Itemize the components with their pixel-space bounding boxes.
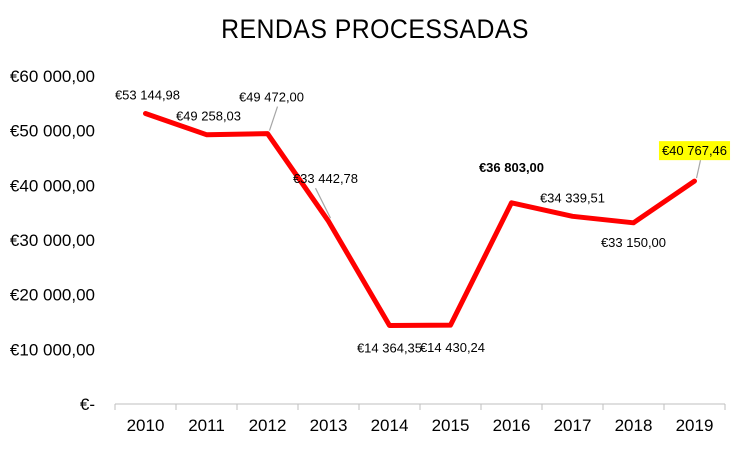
data-label: €53 144,98 [115,87,180,102]
y-tick-label: €30 000,00 [10,231,95,250]
data-label: €49 472,00 [239,90,304,105]
x-tick-label: 2019 [676,416,714,435]
y-tick-label: €60 000,00 [10,67,95,86]
leader-line [314,187,332,219]
data-label: €36 803,00 [479,160,544,175]
data-label: €34 339,51 [540,190,605,205]
x-tick-label: 2017 [554,416,592,435]
x-tick-label: 2016 [493,416,531,435]
leader-line [695,160,702,179]
data-label: €33 442,78 [293,171,358,186]
series-line [143,111,697,328]
y-tick-label: €20 000,00 [10,286,95,305]
x-tick-label: 2018 [615,416,653,435]
data-label-highlight [658,141,731,161]
data-label: €40 767,46 [662,143,727,158]
data-label: €14 430,24 [420,340,485,355]
x-tick-label: 2012 [249,416,287,435]
data-label: €49 258,03 [176,109,241,124]
x-axis-ticks: 2010 2011 2012 2013 2014 2015 2016 2017 2018 2019 [127,416,714,435]
data-label: €33 150,00 [601,235,666,250]
y-tick-label: €50 000,00 [10,122,95,141]
x-tick-label: 2015 [432,416,470,435]
leader-line [268,106,279,131]
x-tick-label: 2013 [310,416,348,435]
data-labels: €53 144,98 €49 258,03 €49 472,00 €33 442,78… [115,87,731,355]
y-axis-ticks: €- €10 000,00 €20 000,00 €30 000,00 €40 000,… [10,67,95,414]
y-tick-label: €40 000,00 [10,176,95,195]
y-tick-label: €10 000,00 [10,340,95,359]
x-tick-label: 2011 [188,416,225,435]
x-tick-label: 2014 [371,416,409,435]
chart-title: RENDAS PROCESSADAS [221,14,529,44]
data-label: €14 364,35 [357,340,422,355]
x-tick-label: 2010 [127,416,165,435]
y-tick-label: €- [80,395,95,414]
chart-axes [114,403,726,410]
leader-lines [268,106,702,219]
